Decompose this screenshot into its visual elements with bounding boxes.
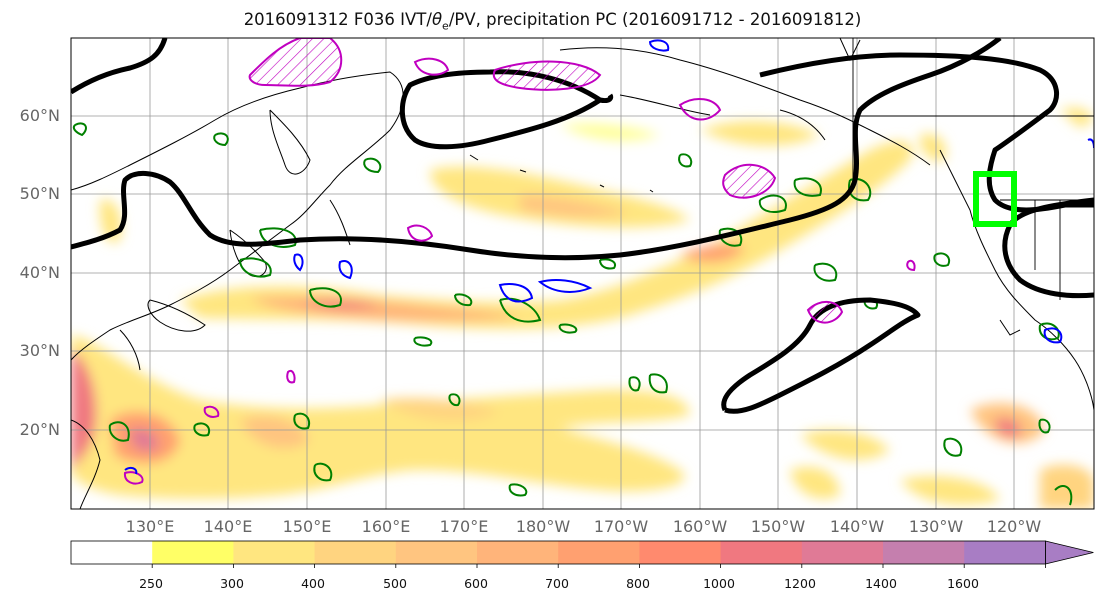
lon-label-130w: 130°W — [908, 517, 964, 536]
colorbar-tick-label: 250 — [139, 576, 163, 591]
lon-label-170w: 170°W — [593, 517, 649, 536]
coastlines — [71, 38, 1094, 509]
lon-label-120w: 120°W — [986, 517, 1042, 536]
colorbar-segment — [477, 541, 559, 564]
colorbar-tick-label: 800 — [626, 576, 650, 591]
lon-label-150e: 150°E — [282, 517, 332, 536]
colorbar-segment — [801, 541, 884, 564]
colorbar-extend-arrow — [1045, 540, 1094, 565]
pv-contours — [123, 38, 1094, 485]
colorbar-tick-label: 600 — [464, 576, 488, 591]
lat-label-60n: 60°N — [19, 106, 60, 125]
lat-label-30n: 30°N — [19, 341, 60, 360]
colorbar-segment — [720, 541, 803, 564]
lat-label-20n: 20°N — [19, 420, 60, 439]
precipitation-fill — [71, 107, 1094, 509]
map-title: 2016091312 F036 IVT/θe/PV, precipitation… — [243, 10, 862, 33]
lon-label-160w: 160°W — [672, 517, 728, 536]
ivt-contours — [71, 38, 1094, 414]
colorbar-segment — [71, 541, 153, 564]
colorbar-tick-label: 1000 — [703, 576, 735, 591]
colorbar-tick-label: 1600 — [947, 576, 979, 591]
colorbar-tick-label: 400 — [301, 576, 325, 591]
colorbar-tick-label: 300 — [220, 576, 244, 591]
colorbar-segment — [314, 541, 397, 564]
map-frame — [70, 37, 1095, 510]
lat-label-50n: 50°N — [19, 184, 60, 203]
colorbar-segment — [883, 541, 965, 564]
colorbar-segment — [152, 541, 234, 564]
colorbar — [70, 540, 1094, 568]
theta-e-contours — [72, 122, 1073, 506]
lon-label-140e: 140°E — [203, 517, 253, 536]
lon-label-130e: 130°E — [125, 517, 175, 536]
colorbar-tick-label: 1200 — [784, 576, 816, 591]
lon-label-160e: 160°E — [361, 517, 411, 536]
colorbar-tick-label: 700 — [545, 576, 569, 591]
colorbar-tick-label: 500 — [383, 576, 407, 591]
colorbar-segment — [639, 541, 722, 564]
lon-label-150w: 150°W — [750, 517, 806, 536]
lat-label-40n: 40°N — [19, 263, 60, 282]
lon-label-140w: 140°W — [829, 517, 885, 536]
lon-label-180w: 180°W — [515, 517, 571, 536]
colorbar-segment — [233, 541, 316, 564]
lon-label-170e: 170°E — [439, 517, 489, 536]
colorbar-segment — [964, 541, 1046, 564]
colorbar-tick-label: 1400 — [865, 576, 897, 591]
colorbar-segment — [558, 541, 640, 564]
colorbar-segment — [395, 541, 478, 564]
map-panel — [71, 38, 1094, 509]
target-region-box — [973, 171, 1017, 227]
